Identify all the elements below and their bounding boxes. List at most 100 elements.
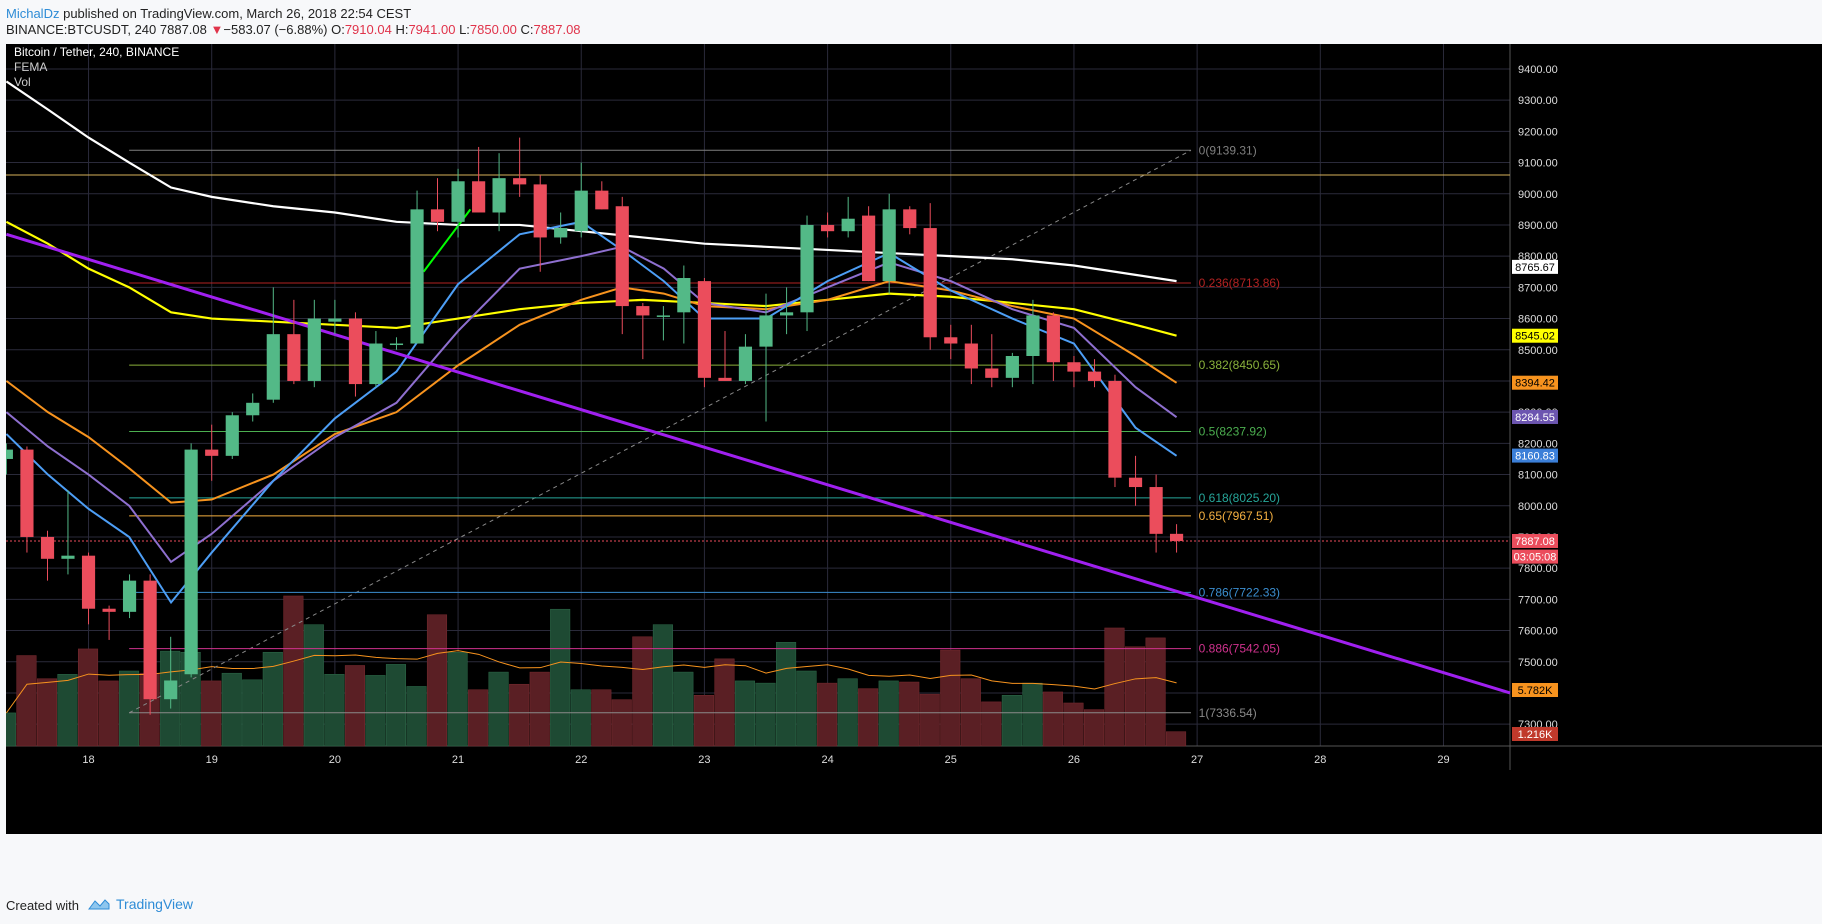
volume-bar xyxy=(324,674,345,747)
candle-body xyxy=(307,318,321,381)
candle-body xyxy=(554,228,568,238)
candle-body xyxy=(964,343,978,369)
volume-label-bg xyxy=(1512,683,1558,697)
candle-body xyxy=(102,608,116,612)
volume-bar xyxy=(283,595,304,747)
price-label-bg xyxy=(1512,533,1558,548)
price-chart[interactable]: 9400.00 9300.00 9200.00 9100.00 9000.00 8900.… xyxy=(6,44,1822,870)
x-tick-label: 27 xyxy=(1191,754,1203,766)
x-tick-label: 28 xyxy=(1314,754,1326,766)
volume-bar xyxy=(1063,702,1084,747)
candle-body xyxy=(451,181,465,222)
fib-level-label: 0.886(7542.05) xyxy=(1199,642,1280,656)
high-value: 7941.00 xyxy=(408,22,456,37)
ema-line-purple xyxy=(6,245,1178,564)
volume-bar xyxy=(1145,637,1166,747)
y-tick-label: 7800.00 xyxy=(1518,563,1558,575)
x-tick-label: 23 xyxy=(698,754,710,766)
candle-body xyxy=(61,555,75,559)
candle-body xyxy=(759,315,773,347)
y-tick-label: 9400.00 xyxy=(1518,64,1558,76)
candle-body xyxy=(1087,371,1102,381)
candle-body xyxy=(287,334,301,381)
volume-bar xyxy=(447,651,468,747)
price-label: 03:05:08 xyxy=(1514,552,1557,564)
candle-body xyxy=(1005,356,1019,378)
ohlc-line: BINANCE:BTCUSDT, 240 7887.08 ▼−583.07 (−… xyxy=(6,22,581,37)
price-label: 8160.83 xyxy=(1515,451,1555,463)
price-label: 8545.02 xyxy=(1515,331,1555,343)
last-price: 7887.08 xyxy=(159,22,207,37)
price-label-bg xyxy=(1512,549,1558,564)
fib-level-label: 0.618(8025.20) xyxy=(1199,491,1280,505)
volume-bar xyxy=(981,701,1002,747)
volume-bar xyxy=(652,624,673,747)
volume-bar xyxy=(468,689,489,747)
volume-bar xyxy=(77,648,99,747)
x-tick-label: 26 xyxy=(1068,754,1080,766)
candle-body xyxy=(656,315,670,317)
y-tick-label: 9200.00 xyxy=(1518,126,1558,138)
plot-background xyxy=(6,44,1510,746)
fib-level-label: 0.65(7967.51) xyxy=(1199,509,1274,523)
candle-body xyxy=(738,346,753,381)
price-label-bg xyxy=(1512,409,1558,424)
open-value: 7910.04 xyxy=(344,22,392,37)
volume-label-bg xyxy=(1512,727,1558,741)
candle-body xyxy=(903,209,917,229)
candle-body xyxy=(677,278,691,313)
candle-body xyxy=(81,555,96,609)
candle-body xyxy=(985,368,999,378)
candle-body xyxy=(328,318,342,322)
y-tick-label: 7700.00 xyxy=(1518,594,1558,606)
volume-bar xyxy=(714,658,735,747)
volume-bar xyxy=(98,680,119,747)
y-tick-label: 8700.00 xyxy=(1518,282,1558,294)
candle-body xyxy=(225,415,239,456)
volume-bar xyxy=(591,689,612,747)
candle-body xyxy=(164,680,178,700)
volume-label: 1.216K xyxy=(1518,729,1554,741)
volume-bar xyxy=(1166,731,1187,747)
candle-body xyxy=(6,449,13,459)
y-tick-label: 8600.00 xyxy=(1518,314,1558,326)
price-label: 8284.55 xyxy=(1515,412,1555,424)
volume-bar xyxy=(1125,646,1146,747)
candle-body xyxy=(122,580,137,612)
volume-bar xyxy=(919,693,940,747)
volume-bar xyxy=(119,670,140,747)
candle-body xyxy=(1108,380,1122,478)
down-arrow-icon: ▼ xyxy=(210,22,224,37)
volume-bar xyxy=(488,671,509,747)
volume-bar xyxy=(1104,627,1125,747)
candle-body xyxy=(923,228,937,338)
volume-bar xyxy=(201,680,222,747)
x-tick-label: 25 xyxy=(945,754,957,766)
time-axis-background xyxy=(6,746,1510,834)
chart-header: MichalDz published on TradingView.com, M… xyxy=(0,0,1822,44)
price-label: 8394.42 xyxy=(1515,378,1555,390)
volume-bar xyxy=(344,665,365,747)
volume-bar xyxy=(673,671,694,747)
y-tick-label: 9000.00 xyxy=(1518,189,1558,201)
y-tick-label: 9100.00 xyxy=(1518,158,1558,170)
axis-corner xyxy=(1510,746,1822,834)
candle-body xyxy=(472,181,486,213)
legend-entry: FEMA xyxy=(14,60,47,74)
volume-bar xyxy=(1022,682,1043,747)
author-link[interactable]: MichalDz xyxy=(6,6,60,21)
publish-line: MichalDz published on TradingView.com, M… xyxy=(6,6,411,21)
chart-area[interactable]: 9400.00 9300.00 9200.00 9100.00 9000.00 8900.… xyxy=(6,44,1822,870)
candle-body xyxy=(410,209,424,344)
candle-body xyxy=(615,206,629,307)
volume-bar xyxy=(262,651,283,747)
legend-entry: Vol xyxy=(14,75,31,89)
candle-body xyxy=(574,190,588,232)
tradingview-link[interactable]: TradingView xyxy=(88,896,193,912)
candle-body xyxy=(1149,487,1163,534)
volume-bar xyxy=(426,614,448,747)
candle-body xyxy=(800,224,814,313)
candle-body xyxy=(246,402,260,416)
candle-body xyxy=(348,318,363,385)
fib-level-label: 0(9139.31) xyxy=(1199,143,1257,157)
